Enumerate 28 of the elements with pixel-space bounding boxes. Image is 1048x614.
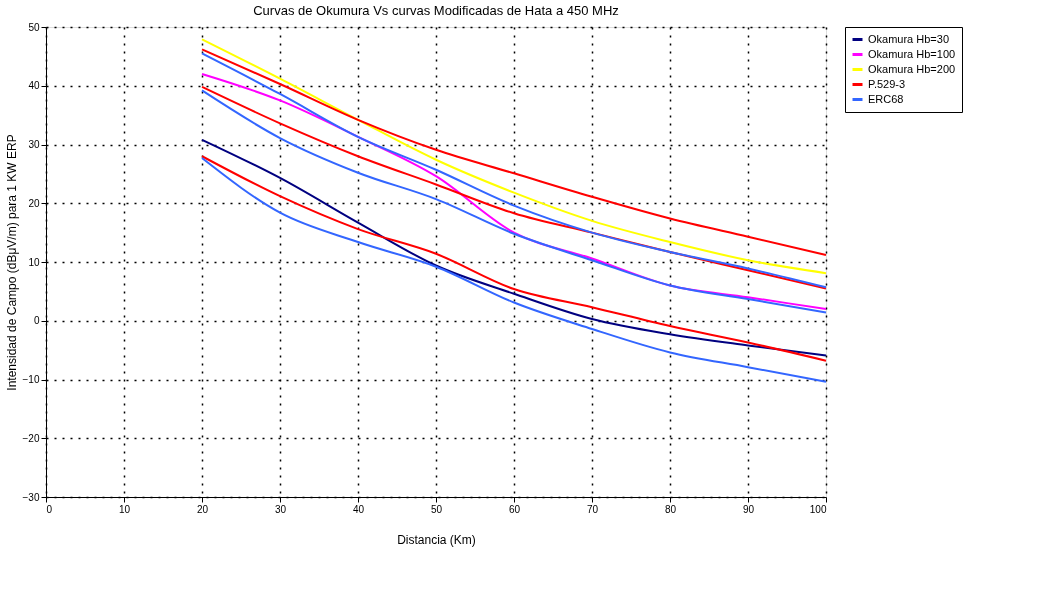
x-axis-title: Distancia (Km) [397,532,476,547]
legend-label: ERC68 [868,92,904,105]
y-tick-label: 20 [28,197,40,209]
x-tick-label: 0 [46,503,53,515]
x-tick-label: 30 [274,503,287,515]
x-tick-label: 60 [508,503,521,515]
y-tick-label: 0 [33,315,40,327]
legend-label: Okamura Hb=30 [868,32,950,45]
x-tick-label: 20 [196,503,209,515]
chart-title: Curvas de Okumura Vs curvas Modificadas de Hata a 450 MHz [253,3,619,18]
y-axis-title: Intensidad de Campo (dBμV/m) para 1 KW ERP [4,134,19,391]
legend-label: P.529-3 [868,77,906,90]
x-tick-label: 80 [664,503,677,515]
y-tick-label: −10 [22,374,40,385]
x-tick-label: 90 [742,503,755,515]
x-tick-label: 10 [118,503,131,515]
x-tick-label: 100 [809,503,827,515]
legend-label: Okamura Hb=200 [868,62,956,75]
y-tick-label: 10 [28,256,40,268]
y-tick-label: 30 [28,139,40,150]
y-tick-label: 50 [28,21,40,33]
y-tick-label: 40 [28,80,40,92]
x-tick-label: 40 [352,503,365,515]
x-tick-label: 50 [430,503,443,515]
y-tick-label: −30 [22,491,40,503]
legend-label: Okamura Hb=100 [868,47,956,60]
y-tick-label: −20 [22,432,40,444]
x-tick-label: 70 [586,503,599,515]
